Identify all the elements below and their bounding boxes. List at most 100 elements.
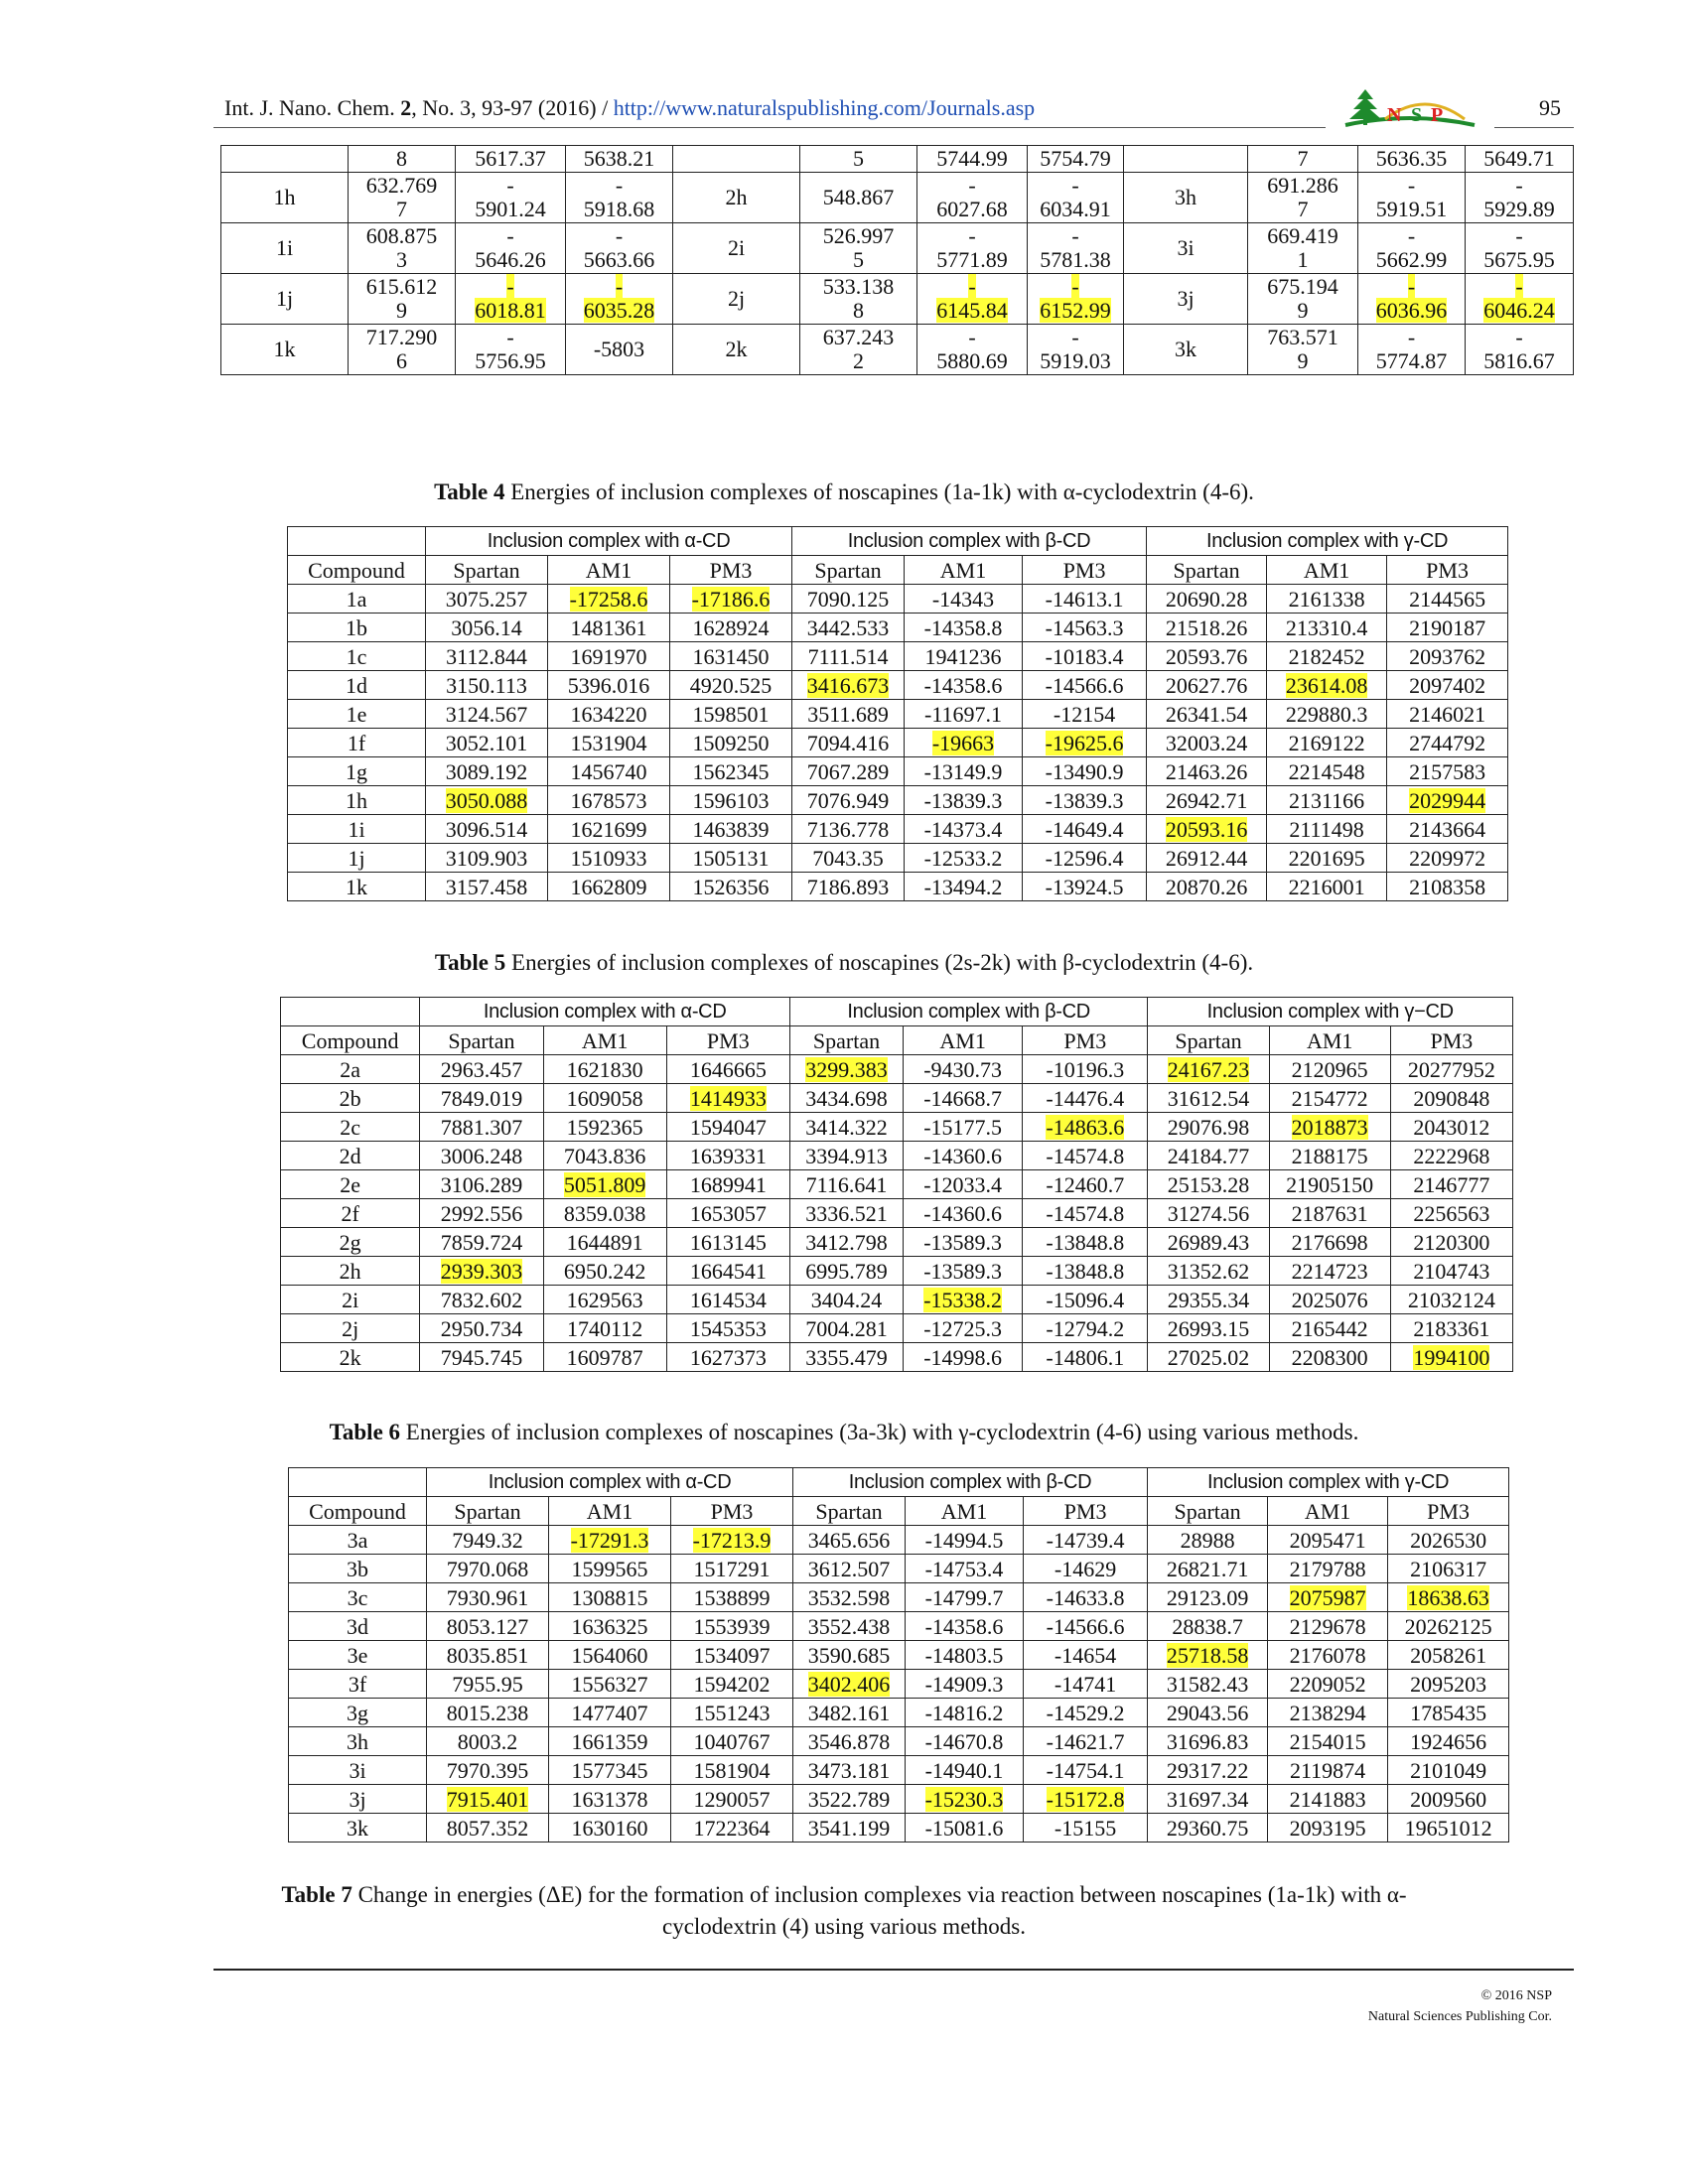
value-cell: 1636325 <box>548 1611 671 1641</box>
value-cell: 2157583 <box>1386 756 1509 786</box>
cell-text: 3089.192 <box>445 758 528 784</box>
cell-text: 2216001 <box>1288 874 1365 899</box>
value-cell: 8 <box>348 145 456 173</box>
value-cell: - 6036.96 <box>1357 273 1466 325</box>
cell-text: - 5756.95 <box>475 325 546 373</box>
value-cell: -14373.4 <box>904 814 1024 844</box>
value-cell: -15096.4 <box>1022 1285 1149 1314</box>
group-header: Inclusion complex with β-CD <box>791 526 1148 556</box>
cell-text: PM3 <box>1063 1498 1107 1524</box>
compound-cell: 1b <box>287 613 426 642</box>
cell-text: -12460.7 <box>1046 1171 1125 1197</box>
value-cell: 7067.289 <box>791 756 906 786</box>
cell-text: 1e <box>346 701 367 727</box>
value-cell: 2108358 <box>1386 872 1509 901</box>
cell-text: Inclusion complex with β-CD <box>847 529 1091 552</box>
group-header: Inclusion complex with γ-CD <box>1146 526 1509 556</box>
table-row: 2a 2963.457 1621830 1646665 3299.383 -9430.73… <box>279 1054 1514 1084</box>
cell-text: 31582.43 <box>1166 1671 1249 1697</box>
value-cell: 2058261 <box>1387 1640 1510 1670</box>
value-cell: 5 <box>799 145 917 173</box>
table-row: 3k 8057.352 1630160 1722364 3541.199 -15081.6… <box>288 1813 1510 1843</box>
column-header: AM1 <box>1268 1025 1391 1055</box>
cell-text: -13589.3 <box>923 1258 1003 1284</box>
value-cell: 26341.54 <box>1146 699 1268 729</box>
cell-text: -14621.7 <box>1046 1728 1125 1754</box>
compound-cell: 2g <box>279 1227 421 1257</box>
cell-text: 1h <box>273 185 296 209</box>
cell-text: - 6027.68 <box>936 173 1008 221</box>
compound-cell: 1f <box>287 728 426 757</box>
cell-text: 1510933 <box>570 845 647 871</box>
cell-text: 2119874 <box>1289 1757 1366 1783</box>
value-cell <box>1123 145 1248 173</box>
value-cell: 2214723 <box>1268 1256 1391 1286</box>
cell-text: 2187631 <box>1291 1200 1368 1226</box>
journal-url-link[interactable]: http://www.naturalspublishing.com/Journa… <box>613 95 1036 120</box>
cell-text: 3541.199 <box>807 1815 891 1841</box>
cell-text: -14574.8 <box>1046 1200 1125 1226</box>
value-cell: 615.612 9 <box>348 273 456 325</box>
value-cell: 2095471 <box>1267 1525 1389 1555</box>
cell-text: 28988 <box>1180 1527 1235 1553</box>
value-cell: 7116.641 <box>788 1169 905 1199</box>
cell-text: -15081.6 <box>924 1815 1004 1841</box>
value-cell: 7915.401 <box>426 1784 549 1814</box>
cell-text: PM3 <box>1430 1027 1474 1053</box>
value-cell: 5636.35 <box>1357 145 1466 173</box>
cell-text: -14816.2 <box>924 1700 1004 1725</box>
value-cell: 29355.34 <box>1147 1285 1270 1314</box>
empty-cell <box>287 526 426 556</box>
value-cell: -14753.4 <box>905 1554 1025 1583</box>
column-header: AM1 <box>905 1496 1025 1526</box>
cell-text: 32003.24 <box>1165 730 1248 755</box>
value-cell: 7945.745 <box>419 1342 544 1372</box>
svg-text:N: N <box>1387 104 1402 126</box>
cell-text: 7832.602 <box>440 1287 523 1312</box>
cell-text: -12154 <box>1053 701 1116 727</box>
value-cell: 1594202 <box>669 1669 794 1699</box>
cell-text: 3056.14 <box>451 614 522 640</box>
value-cell: -14816.2 <box>905 1698 1025 1727</box>
table-6: Inclusion complex with α-CD Inclusion com… <box>288 1467 1510 1843</box>
cell-text: - 5774.87 <box>1375 325 1448 373</box>
compound-cell: 1k <box>287 872 426 901</box>
value-cell: -12033.4 <box>903 1169 1024 1199</box>
cell-text: Inclusion complex with α-CD <box>483 1000 727 1023</box>
cell-text: -12033.4 <box>923 1171 1003 1197</box>
cell-text: 2104743 <box>1413 1258 1490 1284</box>
cell-text: -17186.6 <box>691 586 771 612</box>
cell-text: 7970.068 <box>446 1556 529 1581</box>
value-cell: -14633.8 <box>1023 1582 1149 1612</box>
column-header: Spartan <box>1147 1025 1270 1055</box>
cell-text: - 5663.66 <box>583 223 655 272</box>
value-cell: 2120300 <box>1389 1227 1514 1257</box>
cell-text: 1517291 <box>693 1556 771 1581</box>
value-cell: 2119874 <box>1267 1755 1389 1785</box>
value-cell: -14360.6 <box>903 1198 1024 1228</box>
value-cell: -12533.2 <box>904 843 1024 873</box>
value-cell: - 6046.24 <box>1465 273 1574 325</box>
value-cell: 2161338 <box>1266 584 1388 614</box>
value-cell: 29076.98 <box>1147 1112 1270 1142</box>
cell-text: Inclusion complex with β-CD <box>847 1000 1090 1023</box>
value-cell: 20262125 <box>1387 1611 1510 1641</box>
column-header: PM3 <box>1387 1496 1510 1526</box>
cell-text: Spartan <box>448 1027 515 1053</box>
cell-text: -14654 <box>1054 1642 1117 1668</box>
cell-text: 1j <box>348 845 365 871</box>
value-cell: -17258.6 <box>547 584 670 614</box>
value-cell: 2025076 <box>1268 1285 1391 1314</box>
cell-text: Compound <box>309 1498 406 1524</box>
cell-text: 5 <box>853 146 864 171</box>
cell-text: 2a <box>340 1056 361 1082</box>
cell-text: -12794.2 <box>1046 1315 1125 1341</box>
cell-text: 2e <box>340 1171 361 1197</box>
cell-text: 1i <box>348 816 365 842</box>
value-cell: 8003.2 <box>426 1726 549 1756</box>
value-cell: 3157.458 <box>425 872 548 901</box>
caption-text: Energies of inclusion complexes of nosca… <box>504 479 1254 504</box>
cell-text: 2144565 <box>1409 586 1486 612</box>
value-cell: -14994.5 <box>905 1525 1025 1555</box>
cell-text: 213310.4 <box>1285 614 1368 640</box>
